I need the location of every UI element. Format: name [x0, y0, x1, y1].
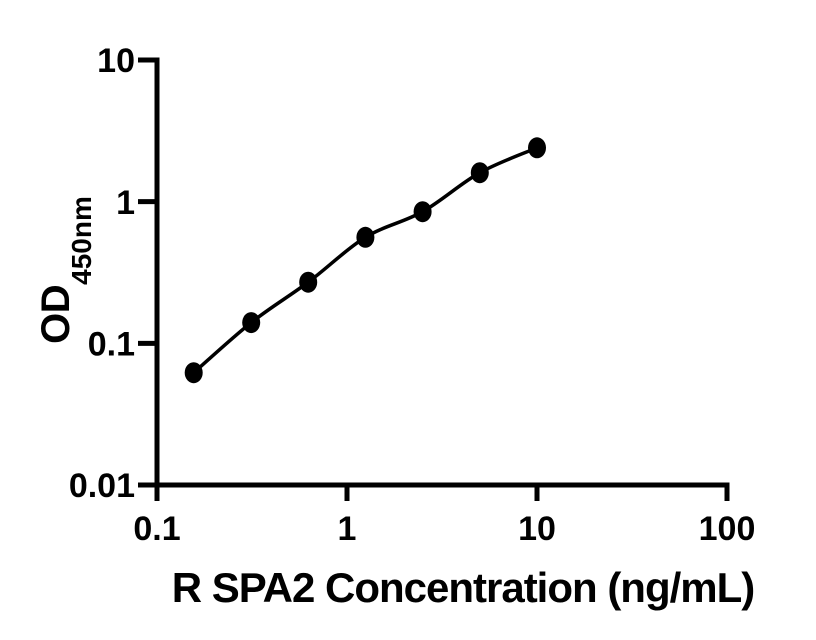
data-point-0: [184, 362, 203, 384]
data-point-4: [413, 201, 432, 223]
data-point-1: [242, 312, 261, 334]
y-tick-label-0.01: 0.01: [69, 467, 135, 505]
x-tick-label-10: 10: [518, 510, 556, 548]
data-point-3: [356, 226, 375, 248]
data-point-2: [299, 271, 318, 293]
fit-curve-layer: [192, 146, 538, 375]
y-tick-label-1: 1: [116, 184, 135, 222]
y-tick-label-0.1: 0.1: [88, 326, 135, 364]
y-axis-title-subscript: 450nm: [66, 196, 98, 285]
y-tick-label-10: 10: [97, 42, 135, 80]
x-tick-label-1: 1: [338, 510, 357, 548]
axes: [138, 57, 730, 501]
x-tick-label-100: 100: [699, 510, 756, 548]
y-axis-title: OD450nm: [33, 196, 98, 344]
data-point-5: [470, 162, 489, 184]
y-axis-title-main: OD: [33, 284, 78, 344]
x-axis-title: R SPA2 Concentration (ng/mL): [172, 564, 755, 611]
data-points-layer: [184, 137, 546, 384]
fit-curve: [192, 146, 538, 375]
tick-labels: 0.01 0.1 1 10 0.1 1 10 100: [69, 42, 756, 548]
data-point-6: [528, 137, 546, 159]
x-tick-label-0.1: 0.1: [133, 510, 180, 548]
